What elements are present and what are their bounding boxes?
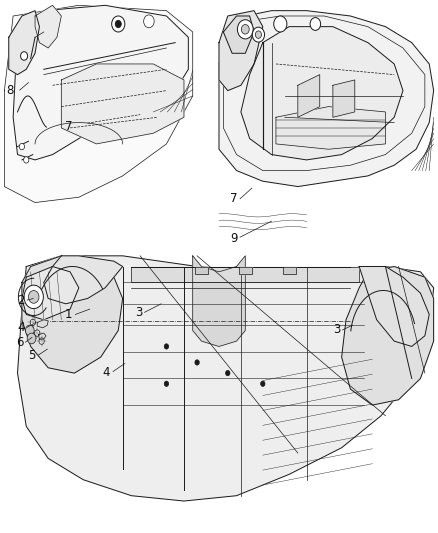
Polygon shape: [223, 16, 254, 53]
Polygon shape: [18, 256, 434, 501]
Circle shape: [261, 381, 265, 386]
Polygon shape: [22, 266, 79, 320]
Circle shape: [25, 325, 34, 336]
Circle shape: [30, 319, 35, 326]
Circle shape: [144, 15, 154, 28]
Polygon shape: [4, 5, 193, 203]
Text: 4: 4: [17, 321, 25, 334]
Polygon shape: [22, 256, 123, 373]
Circle shape: [274, 16, 287, 32]
Text: 5: 5: [28, 349, 35, 362]
Polygon shape: [195, 267, 208, 274]
Polygon shape: [61, 64, 184, 144]
Circle shape: [310, 18, 321, 30]
Circle shape: [164, 344, 169, 349]
Polygon shape: [131, 266, 359, 282]
Polygon shape: [35, 5, 61, 48]
Text: 3: 3: [135, 306, 142, 319]
Polygon shape: [193, 256, 245, 346]
Text: 1: 1: [65, 308, 73, 321]
Text: 4: 4: [102, 366, 110, 378]
Circle shape: [226, 370, 230, 376]
Circle shape: [24, 157, 29, 163]
Polygon shape: [359, 266, 429, 346]
Circle shape: [164, 381, 169, 386]
Circle shape: [39, 338, 44, 344]
Circle shape: [27, 333, 36, 344]
Polygon shape: [342, 266, 434, 405]
Circle shape: [35, 330, 40, 336]
Circle shape: [241, 25, 249, 34]
Circle shape: [112, 16, 125, 32]
Text: 2: 2: [17, 294, 25, 306]
Polygon shape: [333, 80, 355, 117]
Polygon shape: [298, 75, 320, 117]
Circle shape: [19, 143, 25, 150]
Text: 3: 3: [334, 324, 341, 336]
Polygon shape: [276, 107, 385, 149]
Circle shape: [237, 20, 253, 39]
Polygon shape: [239, 266, 252, 274]
Polygon shape: [219, 11, 263, 91]
Polygon shape: [37, 320, 48, 328]
Text: 8: 8: [6, 84, 13, 96]
Text: 7: 7: [65, 120, 73, 133]
Polygon shape: [44, 256, 123, 304]
Polygon shape: [219, 11, 434, 187]
Text: 7: 7: [230, 192, 238, 205]
Polygon shape: [13, 5, 188, 160]
Polygon shape: [241, 27, 403, 160]
Text: 9: 9: [230, 232, 238, 245]
Circle shape: [21, 52, 28, 60]
Circle shape: [28, 290, 39, 303]
Circle shape: [252, 27, 265, 42]
Polygon shape: [9, 11, 39, 75]
Polygon shape: [39, 333, 46, 340]
Circle shape: [24, 285, 43, 309]
Circle shape: [255, 31, 261, 38]
Circle shape: [195, 360, 199, 365]
Text: 6: 6: [16, 336, 24, 349]
Circle shape: [115, 20, 121, 28]
Polygon shape: [283, 267, 296, 274]
